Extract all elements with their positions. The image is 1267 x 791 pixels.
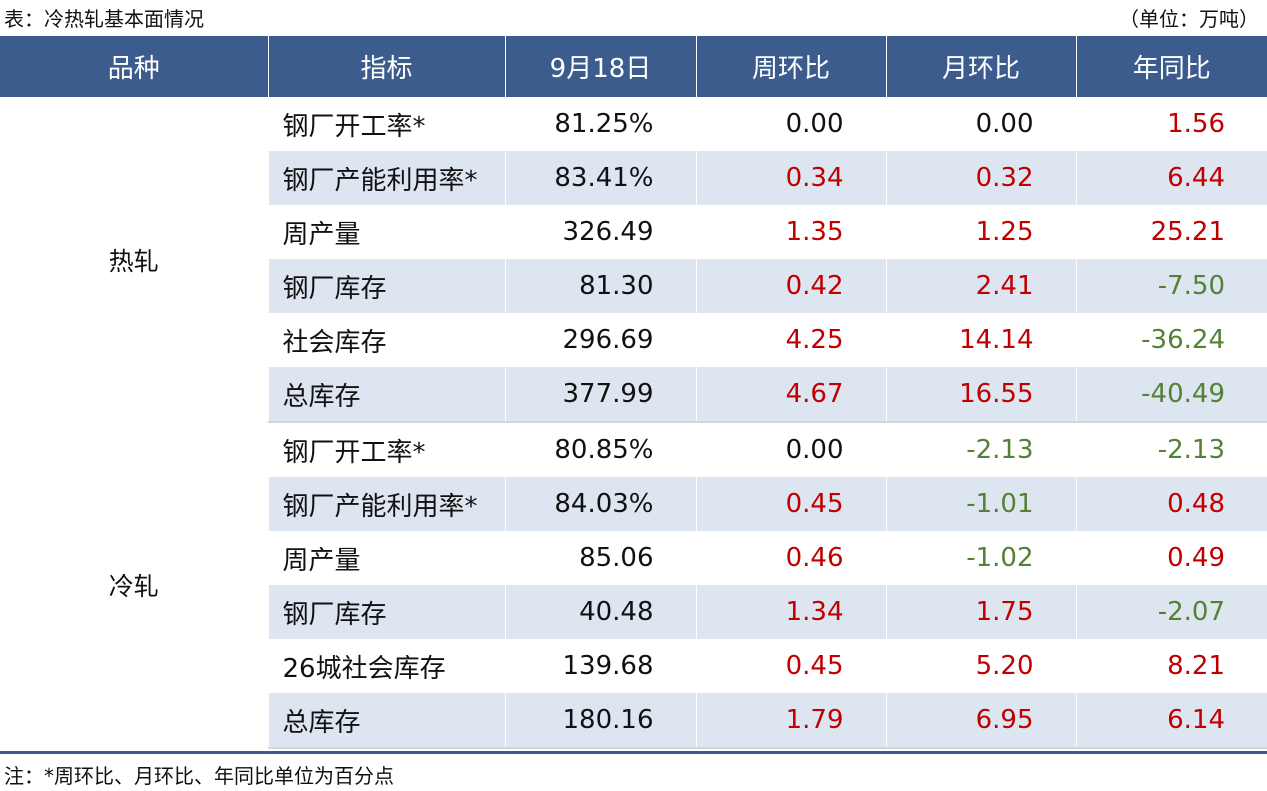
table-row: 钢厂库存 40.48 1.34 1.75 -2.07 [0, 585, 1267, 639]
variety-cell: 热轧 [0, 97, 269, 422]
value-cell: 296.69 [505, 313, 697, 367]
header-row: 品种 指标 9月18日 周环比 月环比 年同比 [0, 36, 1267, 97]
mom-cell: 2.41 [886, 259, 1077, 313]
table-row: 冷轧 钢厂开工率* 80.85% 0.00 -2.13 -2.13 [0, 422, 1267, 748]
indicator-cell: 钢厂产能利用率* [268, 477, 506, 531]
yoy-cell: 8.21 [1076, 639, 1267, 693]
mom-cell: -2.13 [886, 422, 1077, 477]
indicator-cell: 26城社会库存 [268, 639, 506, 693]
mom-cell: 1.25 [886, 205, 1077, 259]
table-row: 总库存 377.99 4.67 16.55 -40.49 [0, 367, 1267, 423]
wow-cell: 0.46 [696, 531, 887, 585]
yoy-cell: -36.24 [1076, 313, 1267, 367]
table-row: 26城社会库存 139.68 0.45 5.20 8.21 [0, 639, 1267, 693]
mom-cell: 6.95 [886, 693, 1077, 749]
header-variety: 品种 [0, 36, 269, 97]
wow-cell: 4.25 [696, 313, 887, 367]
indicator-cell: 钢厂开工率* [268, 97, 506, 151]
yoy-cell: 6.14 [1076, 693, 1267, 749]
header-mom: 月环比 [886, 36, 1077, 97]
wow-cell: 0.34 [696, 151, 887, 205]
table-body: 热轧 钢厂开工率* 81.25% 0.00 0.00 1.56 钢厂产能利用率* 83.41%… [0, 97, 1267, 749]
yoy-cell: 0.49 [1076, 531, 1267, 585]
table-caption: 表：冷热轧基本面情况 [4, 7, 204, 31]
footnote: 注：*周环比、月环比、年同比单位为百分点 [4, 764, 394, 788]
mom-cell: -1.02 [886, 531, 1077, 585]
indicator-cell: 总库存 [268, 693, 506, 749]
yoy-cell: -40.49 [1076, 367, 1267, 423]
mom-cell: 0.00 [886, 97, 1077, 151]
value-cell: 139.68 [505, 639, 697, 693]
indicator-cell: 钢厂库存 [268, 585, 506, 639]
unit-label: （单位：万吨） [1119, 7, 1259, 31]
wow-cell: 1.79 [696, 693, 887, 749]
value-cell: 83.41% [505, 151, 697, 205]
indicator-cell: 周产量 [268, 205, 506, 259]
yoy-cell: -2.07 [1076, 585, 1267, 639]
header-yoy: 年同比 [1076, 36, 1267, 97]
value-cell: 84.03% [505, 477, 697, 531]
value-cell: 377.99 [505, 367, 697, 423]
wow-cell: 0.45 [696, 639, 887, 693]
table-row: 周产量 85.06 0.46 -1.02 0.49 [0, 531, 1267, 585]
wow-cell: 0.42 [696, 259, 887, 313]
table-bottom-rule [0, 751, 1267, 754]
table-row: 社会库存 296.69 4.25 14.14 -36.24 [0, 313, 1267, 367]
value-cell: 81.25% [505, 97, 697, 151]
fundamentals-table: 品种 指标 9月18日 周环比 月环比 年同比 热轧 钢厂开工率* 81.25% 0.… [0, 36, 1267, 749]
yoy-cell: 25.21 [1076, 205, 1267, 259]
table-row: 钢厂产能利用率* 83.41% 0.34 0.32 6.44 [0, 151, 1267, 205]
yoy-cell: 6.44 [1076, 151, 1267, 205]
indicator-cell: 社会库存 [268, 313, 506, 367]
wow-cell: 1.34 [696, 585, 887, 639]
header-indicator: 指标 [268, 36, 506, 97]
indicator-cell: 钢厂产能利用率* [268, 151, 506, 205]
table-row: 钢厂库存 81.30 0.42 2.41 -7.50 [0, 259, 1267, 313]
mom-cell: 16.55 [886, 367, 1077, 423]
value-cell: 85.06 [505, 531, 697, 585]
variety-cell: 冷轧 [0, 422, 269, 748]
wow-cell: 0.00 [696, 422, 887, 477]
table-row: 钢厂产能利用率* 84.03% 0.45 -1.01 0.48 [0, 477, 1267, 531]
indicator-cell: 钢厂库存 [268, 259, 506, 313]
value-cell: 80.85% [505, 422, 697, 477]
yoy-cell: 0.48 [1076, 477, 1267, 531]
table-row: 热轧 钢厂开工率* 81.25% 0.00 0.00 1.56 [0, 97, 1267, 422]
value-cell: 326.49 [505, 205, 697, 259]
value-cell: 40.48 [505, 585, 697, 639]
table-row: 周产量 326.49 1.35 1.25 25.21 [0, 205, 1267, 259]
mom-cell: -1.01 [886, 477, 1077, 531]
wow-cell: 0.45 [696, 477, 887, 531]
table-row: 总库存 180.16 1.79 6.95 6.14 [0, 693, 1267, 749]
value-cell: 81.30 [505, 259, 697, 313]
wow-cell: 0.00 [696, 97, 887, 151]
value-cell: 180.16 [505, 693, 697, 749]
indicator-cell: 钢厂开工率* [268, 422, 506, 477]
header-wow: 周环比 [696, 36, 887, 97]
indicator-cell: 总库存 [268, 367, 506, 423]
mom-cell: 1.75 [886, 585, 1077, 639]
mom-cell: 0.32 [886, 151, 1077, 205]
mom-cell: 14.14 [886, 313, 1077, 367]
mom-cell: 5.20 [886, 639, 1077, 693]
yoy-cell: -2.13 [1076, 422, 1267, 477]
yoy-cell: -7.50 [1076, 259, 1267, 313]
header-date: 9月18日 [505, 36, 697, 97]
wow-cell: 4.67 [696, 367, 887, 423]
yoy-cell: 1.56 [1076, 97, 1267, 151]
indicator-cell: 周产量 [268, 531, 506, 585]
wow-cell: 1.35 [696, 205, 887, 259]
